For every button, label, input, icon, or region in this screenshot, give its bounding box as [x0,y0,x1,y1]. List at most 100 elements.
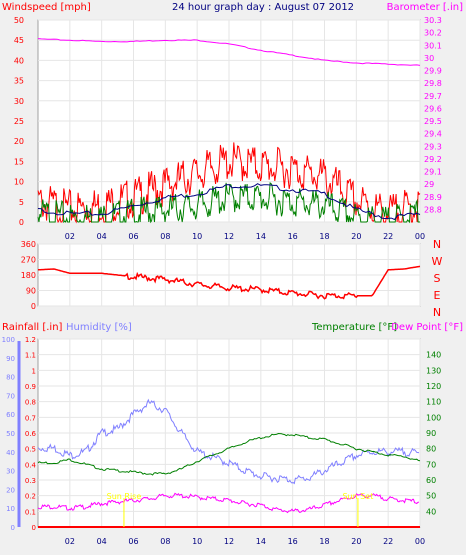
barometer-tick-label: 28.9 [424,193,442,202]
humidity-tick-label: 60 [6,411,15,419]
humidity-tick-label: 30 [6,468,15,476]
temperature-tick-label: 60 [426,476,436,485]
rainfall-tick-label: 0.3 [25,477,36,485]
humidity-tick-label: 70 [6,392,15,400]
temperature-tick-label: 90 [426,429,436,438]
barometer-tick-label: 30.2 [424,29,442,38]
rainfall-tick-label: 0.4 [25,461,37,469]
humidity-tick-label: 20 [6,486,15,494]
x-tick-label: 02 [65,537,75,546]
x-tick-label: 06 [128,232,138,241]
x-tick-label: 20 [351,537,361,546]
temperature-tick-label: 120 [426,382,441,391]
temperature-tick-label: 110 [426,398,441,407]
dew-point-line [37,492,420,514]
direction-tick-label: 0 [31,302,36,311]
direction-tick-label: 180 [21,271,36,280]
graph-title: 24 hour graph day : August 07 2012 [172,2,354,13]
rainfall-tick-label: 0.9 [25,383,36,391]
humidity-tick-label: 80 [6,374,15,382]
barometer-tick-label: 29.7 [424,92,442,101]
humidity-tick-label: 90 [6,355,15,363]
x-tick-label: 00 [415,232,425,241]
temperature-line [37,432,421,476]
barometer-tick-label: 30.3 [424,16,442,25]
compass-label: E [434,289,441,302]
temperature-tick-label: 140 [426,351,441,360]
x-tick-label: 20 [351,232,361,241]
barometer-tick-label: 29.6 [424,104,442,113]
sun-event-label: Sun Rise [107,492,142,501]
barometer-tick-label: 29 [424,180,434,189]
direction-tick-label: 90 [26,287,36,296]
x-tick-label: 22 [383,537,393,546]
wind-average-line [37,183,421,221]
barometer-tick-label: 30 [424,54,434,63]
humidity-axis-title: Humidity [%] [66,322,132,333]
x-tick-label: 12 [224,537,234,546]
barometer-tick-label: 29.3 [424,142,442,151]
wind-tick-label: 20 [14,137,24,146]
dewpoint-axis-title: Dew Point [°F] [391,322,463,333]
temperature-tick-label: 40 [426,507,436,516]
barometer-tick-label: 29.4 [424,130,442,139]
x-tick-label: 18 [319,232,329,241]
rainfall-tick-label: 1.1 [25,352,36,360]
rainfall-tick-label: 0.1 [25,508,36,516]
x-tick-label: 02 [65,232,75,241]
direction-tick-label: 360 [21,240,36,249]
x-tick-label: 06 [128,537,138,546]
x-tick-label: 00 [415,537,425,546]
temperature-axis-title: Temperature [°F] [311,322,397,333]
x-tick-label: 14 [256,537,266,546]
barometer-line [37,38,421,66]
wind-tick-label: 0 [19,218,24,227]
humidity-tick-label: 10 [6,505,15,513]
compass-label: W [432,255,443,268]
wind-tick-label: 15 [14,157,24,166]
x-tick-label: 22 [383,232,393,241]
x-tick-label: 12 [224,232,234,241]
barometer-tick-label: 29.8 [424,79,442,88]
wind-direction-line [38,265,421,300]
x-tick-label: 18 [319,537,329,546]
humidity-tick-label: 100 [2,336,15,344]
x-tick-label: 10 [192,537,202,546]
rainfall-axis-title: Rainfall [.in] [2,322,63,333]
x-tick-label: 04 [97,537,107,546]
sun-event-label: Sun Set [342,492,373,501]
compass-label: N [433,238,441,251]
wind-tick-label: 5 [19,198,24,207]
x-tick-label: 08 [160,537,170,546]
compass-label: S [434,272,441,285]
wind-tick-label: 40 [14,56,24,65]
direction-tick-label: 270 [21,256,36,265]
barometer-tick-label: 29.9 [424,67,442,76]
wind-tick-label: 45 [14,36,24,45]
barometer-tick-label: 29.1 [424,168,442,177]
humidity-tick-label: 0 [11,524,15,532]
wind-tick-label: 35 [14,77,24,86]
wind-tick-label: 50 [14,16,24,25]
x-tick-label: 16 [288,232,298,241]
x-tick-label: 14 [256,232,266,241]
rainfall-tick-label: 0.6 [25,430,37,438]
temperature-tick-label: 50 [426,492,436,501]
barometer-tick-label: 30.1 [424,41,442,50]
wind-speed-line [37,182,420,224]
barometer-axis-title: Barometer [.in] [387,2,463,13]
wind-axis-title: Windspeed [mph] [2,2,91,13]
x-tick-label: 08 [160,232,170,241]
barometer-tick-label: 29.2 [424,155,442,164]
humidity-line [37,398,420,485]
humidity-tick-label: 50 [6,430,15,438]
rainfall-tick-label: 0.5 [25,446,36,454]
rainfall-tick-label: 1 [32,367,36,375]
rainfall-tick-label: 0 [32,524,36,532]
wind-tick-label: 25 [14,117,24,126]
wind-gust-line [37,142,421,224]
x-tick-label: 04 [97,232,107,241]
rainfall-tick-label: 0.7 [25,414,36,422]
temperature-tick-label: 70 [426,460,436,469]
barometer-tick-label: 28.8 [424,205,442,214]
